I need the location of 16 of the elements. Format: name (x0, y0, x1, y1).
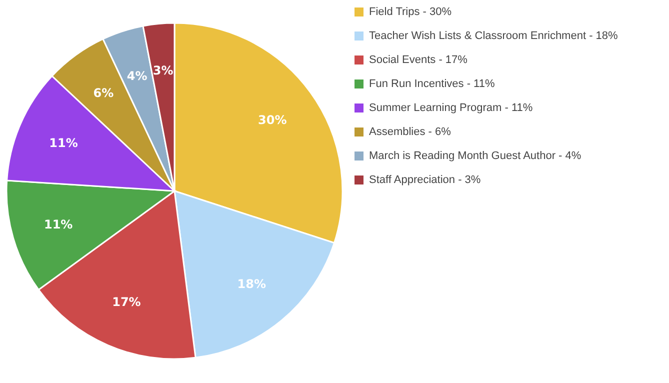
data-label: 18% (237, 277, 266, 292)
data-label: 6% (93, 86, 114, 100)
data-label: 30% (258, 112, 287, 127)
data-label: 11% (44, 218, 73, 232)
data-label: 17% (112, 295, 141, 310)
legend-label: Assemblies - 6% (369, 126, 452, 138)
data-label: 11% (49, 136, 78, 150)
legend-label: Summer Learning Program - 11% (369, 102, 533, 114)
legend-label: Teacher Wish Lists & Classroom Enrichment - 18% (369, 30, 618, 42)
legend-label: Social Events - 17% (369, 54, 468, 66)
legend-label: March is Reading Month Guest Author - 4% (369, 150, 582, 162)
data-label: 4% (126, 68, 148, 83)
legend-label: Field Trips - 30% (369, 6, 452, 18)
data-label: 3% (152, 64, 174, 78)
legend-label: Fun Run Incentives - 11% (369, 78, 495, 90)
legend-label: Staff Appreciation - 3% (369, 174, 481, 186)
